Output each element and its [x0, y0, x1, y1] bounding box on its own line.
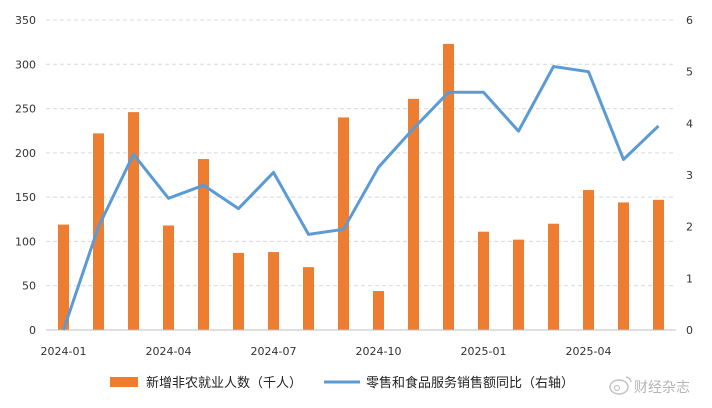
legend-label-bar: 新增非农就业人数（千人）	[146, 375, 302, 391]
bar-2024-04	[163, 225, 174, 330]
bar-2024-09	[338, 117, 349, 330]
left-tick-label: 200	[15, 147, 36, 160]
retail-sales-line	[62, 65, 660, 331]
bar-2024-05	[198, 159, 209, 330]
bar-2025-01	[478, 231, 489, 330]
bar-2024-10	[373, 291, 384, 330]
right-tick-label: 0	[686, 324, 693, 337]
right-axis-ticks: 0 1 2 3 4 5 6	[686, 14, 693, 337]
left-tick-label: 250	[15, 103, 36, 116]
bar-2024-01	[58, 224, 69, 330]
legend-swatch-bar	[110, 377, 138, 387]
grid-lines	[46, 19, 676, 287]
x-tick-label: 2024-10	[356, 345, 402, 358]
right-tick-label: 4	[686, 117, 693, 130]
x-axis-ticks: 2024-01 2024-04 2024-07 2024-10 2025-01 2025-…	[41, 345, 612, 358]
x-tick-label: 2024-07	[251, 345, 297, 358]
left-tick-label: 300	[15, 58, 36, 71]
bar-2024-06	[233, 252, 244, 330]
bar-2025-05	[618, 202, 629, 330]
watermark-text: 财经杂志	[634, 380, 690, 396]
weibo-icon	[609, 376, 632, 395]
left-tick-label: 350	[15, 14, 36, 27]
x-tick-label: 2024-01	[41, 345, 87, 358]
left-axis-ticks: 0 50 100 150 200 250 300 350	[15, 14, 36, 337]
legend: 新增非农就业人数（千人） 零售和食品服务销售额同比（右轴）	[110, 375, 574, 391]
bar-2024-08	[303, 267, 314, 330]
bar-2024-02	[93, 133, 104, 330]
left-tick-label: 0	[29, 324, 36, 337]
bar-2024-03	[128, 112, 139, 330]
right-tick-label: 3	[686, 169, 693, 182]
right-tick-label: 1	[686, 272, 693, 285]
x-tick-label: 2025-04	[566, 345, 612, 358]
bar-2025-04	[583, 190, 594, 330]
left-tick-label: 50	[22, 280, 36, 293]
bar-2025-02	[513, 239, 524, 330]
line-series	[62, 65, 660, 331]
left-tick-label: 100	[15, 235, 36, 248]
right-tick-label: 2	[686, 221, 693, 234]
bar-2024-11	[408, 98, 419, 330]
bar-series	[58, 43, 664, 331]
left-tick-label: 150	[15, 191, 36, 204]
watermark: 财经杂志	[609, 376, 690, 396]
right-tick-label: 6	[686, 14, 693, 27]
bar-2024-07	[268, 252, 279, 330]
bar-2025-03	[548, 223, 559, 330]
right-tick-label: 5	[686, 66, 693, 79]
bar-2024-12	[443, 43, 454, 331]
bar-2025-06	[653, 199, 664, 330]
x-tick-label: 2025-01	[461, 345, 507, 358]
legend-label-line: 零售和食品服务销售额同比（右轴）	[366, 375, 574, 391]
x-tick-label: 2024-04	[146, 345, 192, 358]
